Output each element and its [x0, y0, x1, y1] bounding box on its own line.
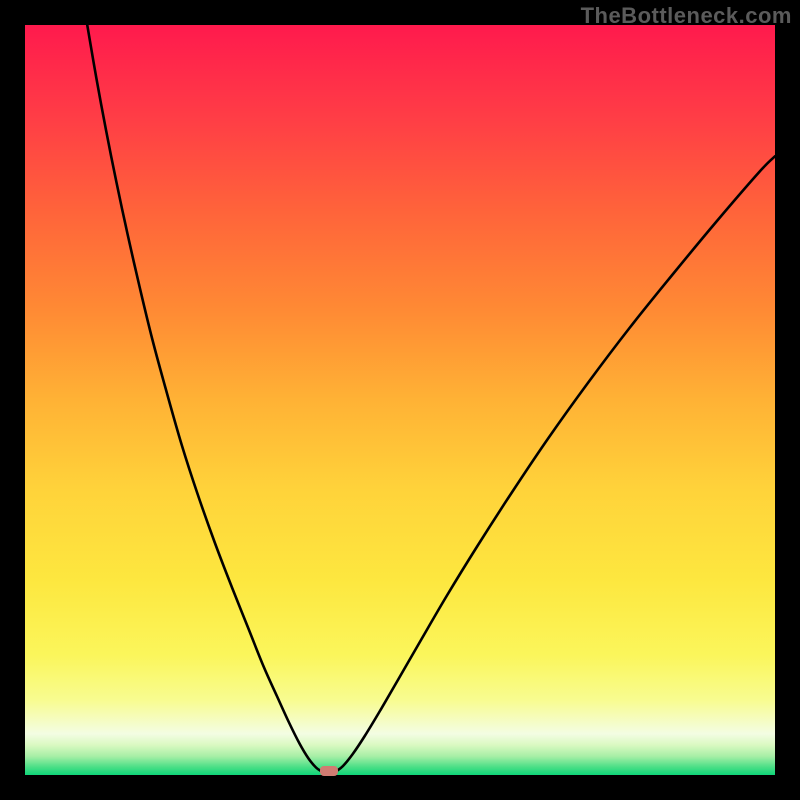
watermark-text: TheBottleneck.com — [581, 3, 792, 29]
curve-left-limb — [87, 25, 321, 771]
curve-right-limb — [336, 156, 775, 771]
bottleneck-marker — [320, 766, 338, 776]
chart-frame: TheBottleneck.com — [0, 0, 800, 800]
curve-layer — [25, 25, 775, 775]
